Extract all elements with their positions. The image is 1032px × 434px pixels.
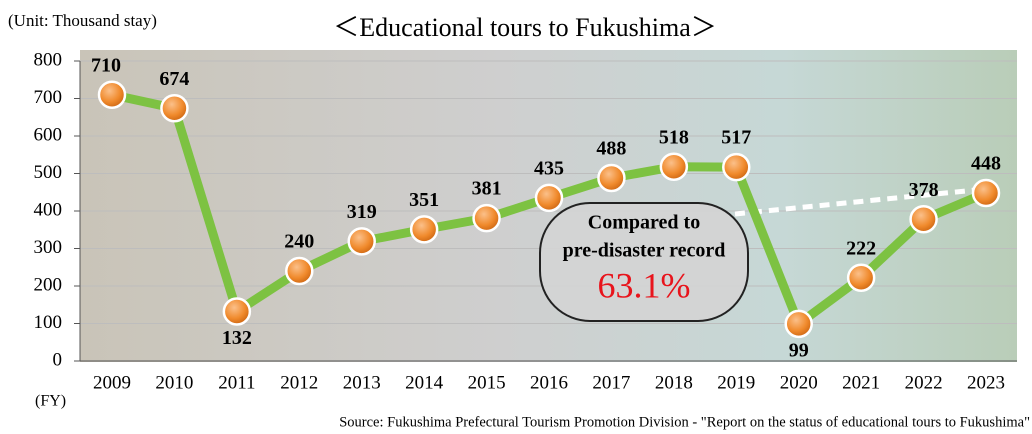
marks: 710 674 132 240 319 351 381 435 488 518 517 99 222 37… [91, 54, 1001, 361]
x-tick-label: 2011 [218, 372, 255, 393]
data-label: 132 [222, 327, 252, 349]
data-label: 351 [409, 189, 439, 211]
data-label: 381 [472, 178, 502, 200]
annotation-bubble [539, 202, 749, 322]
annotation-line: pre-disaster record [563, 240, 726, 262]
data-point [909, 205, 938, 234]
x-tick-label: 2018 [655, 372, 693, 393]
annotation: Compared to pre-disaster record 63.1% [539, 202, 749, 322]
data-point [409, 215, 439, 244]
data-label: 518 [659, 126, 689, 148]
data-point [160, 94, 189, 123]
annotation-highlight: 63.1% [598, 265, 691, 305]
data-point [347, 227, 376, 256]
data-point [222, 297, 252, 326]
data-label: 488 [596, 138, 626, 160]
y-tick-label: 700 [34, 87, 63, 108]
x-tick-label: 2016 [530, 372, 568, 393]
x-tick-label: 2015 [468, 372, 506, 393]
data-point [784, 309, 813, 339]
x-tick-label: 2012 [280, 372, 318, 393]
annotation-line: Compared to [588, 212, 700, 234]
x-tick-label: 2017 [592, 372, 630, 393]
x-tick-label: 2009 [93, 372, 131, 393]
chart-title: ＜Educational tours to Fukushima＞ [333, 13, 716, 42]
data-label: 448 [971, 153, 1001, 175]
data-label: 240 [284, 231, 314, 253]
x-tick-label: 2013 [343, 372, 381, 393]
x-tick-label: 2020 [780, 372, 818, 393]
x-tick-label: 2010 [155, 372, 193, 393]
data-point [597, 163, 626, 193]
x-tick-label: 2014 [405, 372, 444, 393]
source: Source: Fukushima Prefectural Tourism Pr… [339, 414, 1030, 430]
y-tick-label: 500 [34, 162, 63, 183]
data-label: 517 [721, 127, 751, 149]
y-tick-label: 100 [34, 312, 63, 333]
y-tick-label: 800 [34, 49, 63, 70]
data-label: 710 [91, 54, 121, 76]
y-tick-label: 300 [34, 237, 63, 258]
data-point [971, 178, 1001, 208]
data-point [534, 183, 564, 213]
y-tick-label: 0 [53, 349, 63, 370]
y-tick-label: 600 [34, 124, 63, 145]
data-label: 99 [789, 339, 809, 361]
data-point [472, 203, 501, 233]
y-tick-label: 400 [34, 199, 63, 220]
data-point [722, 152, 751, 182]
data-point [97, 80, 127, 109]
y-tick-label: 200 [34, 274, 63, 295]
data-label: 222 [846, 237, 876, 259]
data-label: 378 [909, 179, 939, 201]
data-label: 674 [159, 68, 189, 90]
x-tick-label: 2021 [842, 372, 880, 393]
x-axis-label: (FY) [35, 393, 66, 410]
x-tick-label: 2019 [717, 372, 755, 393]
trend-dash [734, 186, 987, 217]
unit-label: (Unit: Thousand stay) [8, 11, 157, 30]
x-tick-label: 2022 [905, 372, 943, 393]
data-point [285, 256, 314, 286]
data-point [846, 263, 876, 292]
data-point [659, 152, 689, 181]
data-label: 435 [534, 157, 564, 179]
data-label: 319 [347, 201, 377, 223]
x-tick-label: 2023 [967, 372, 1005, 393]
